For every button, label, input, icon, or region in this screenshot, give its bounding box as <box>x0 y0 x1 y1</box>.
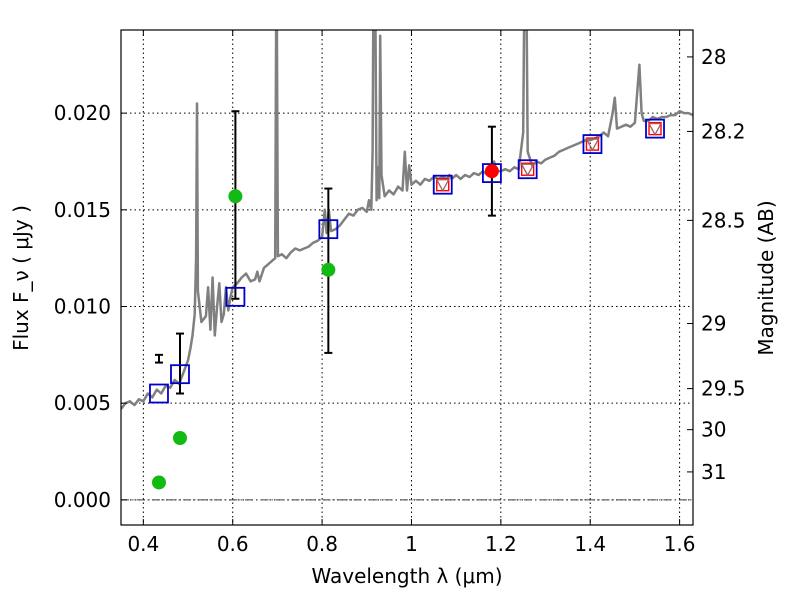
y-tick-label: 0.015 <box>54 198 111 222</box>
model-square <box>318 219 339 240</box>
x-tick-label: 1 <box>405 532 418 556</box>
detected-point <box>484 164 499 179</box>
observed-points <box>151 164 499 490</box>
x-axis-ticks: 0.4 0.6 0.8 1 1.2 1.4 1.6 <box>127 30 696 556</box>
model-square <box>225 286 246 307</box>
right-tick-label: 28 <box>701 45 726 69</box>
template-spectrum-line <box>121 30 693 410</box>
right-axis-label: Magnitude (AB) <box>754 200 778 355</box>
x-axis-label: Wavelength λ (μm) <box>311 564 502 588</box>
x-tick-label: 1.6 <box>664 532 696 556</box>
model-square <box>432 174 453 195</box>
right-axis-ticks: 28 28.2 28.5 29 29.5 30 31 <box>687 45 746 484</box>
right-tick-label: 29.5 <box>701 377 746 401</box>
triangle-marker <box>435 179 450 193</box>
model-square <box>482 163 502 183</box>
right-tick-label: 30 <box>701 418 726 442</box>
x-tick-label: 0.4 <box>127 532 159 556</box>
observed-point <box>172 430 187 445</box>
y-tick-label: 0.005 <box>54 391 111 415</box>
observed-point <box>228 189 243 204</box>
triangle-marker <box>585 138 600 152</box>
y-axis-ticks: 0.000 0.005 0.010 0.015 0.020 <box>54 101 127 512</box>
x-tick-label: 1.2 <box>485 532 517 556</box>
y-axis-label: Flux F_ν ( μJy ) <box>9 205 33 351</box>
x-tick-label: 1.4 <box>574 532 606 556</box>
error-bars <box>154 110 496 395</box>
triangle-markers <box>435 122 663 193</box>
model-squares <box>149 118 665 404</box>
model-square <box>170 364 190 385</box>
x-tick-label: 0.6 <box>217 532 249 556</box>
x-tick-label: 0.8 <box>306 532 338 556</box>
right-tick-label: 28.2 <box>701 119 746 143</box>
right-tick-label: 28.5 <box>701 208 746 232</box>
y-tick-label: 0.010 <box>54 295 111 319</box>
observed-point <box>151 475 166 490</box>
y-tick-label: 0.000 <box>54 488 111 512</box>
right-tick-label: 31 <box>701 460 726 484</box>
right-tick-label: 29 <box>701 312 726 336</box>
plot-frame <box>120 29 694 526</box>
y-tick-label: 0.020 <box>54 101 111 125</box>
plot-background <box>121 30 693 525</box>
model-square <box>517 159 538 180</box>
model-square <box>582 134 603 154</box>
model-square <box>645 118 665 139</box>
triangle-marker <box>520 163 535 177</box>
triangle-marker <box>647 122 663 136</box>
model-square <box>149 383 169 404</box>
observed-point <box>321 262 336 277</box>
